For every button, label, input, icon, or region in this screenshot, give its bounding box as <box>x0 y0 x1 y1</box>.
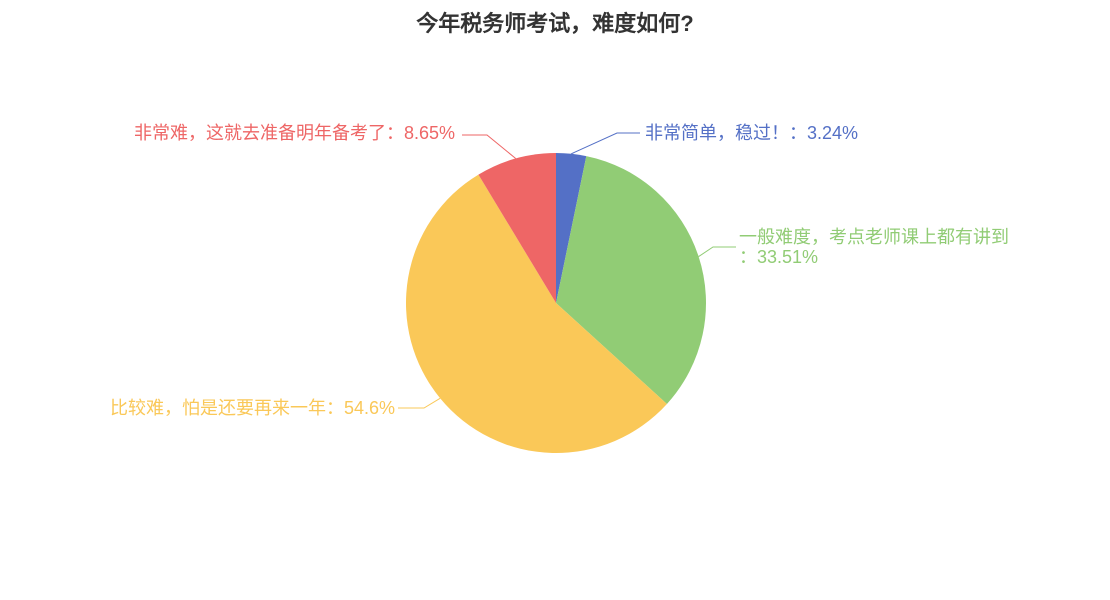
pie-slice-1[interactable] <box>556 156 706 404</box>
slice-label-3: 非常难，这就去准备明年备考了：8.65% <box>134 123 455 143</box>
label-line-1 <box>698 246 736 258</box>
pie-slice-0[interactable] <box>556 153 587 303</box>
slice-label-2: 比较难，怕是还要再来一年：54.6% <box>110 398 395 418</box>
slice-label-1: 一般难度，考点老师课上都有讲到 ：33.51% <box>739 227 1009 267</box>
label-line-3 <box>462 134 517 159</box>
slice-label-0-line-0: 非常简单，稳过！：3.24% <box>645 123 859 143</box>
slice-label-2-line-0: 比较难，怕是还要再来一年：54.6% <box>109 398 395 418</box>
slice-label-0: 非常简单，稳过！：3.24% <box>645 123 858 143</box>
slice-label-3-line-0: 非常难，这就去准备明年备考了：8.65% <box>133 123 455 143</box>
label-line-0 <box>570 132 640 155</box>
slice-label-1-line-0: 一般难度，考点老师课上都有讲到 <box>739 227 1009 247</box>
pie-slice-3[interactable] <box>478 153 556 303</box>
chart-title: 今年税务师考试，难度如何? <box>416 11 694 36</box>
pie-slice-2[interactable] <box>405 174 667 453</box>
label-line-2 <box>398 397 441 409</box>
slice-label-1-line-1: ：33.51% <box>739 247 819 267</box>
